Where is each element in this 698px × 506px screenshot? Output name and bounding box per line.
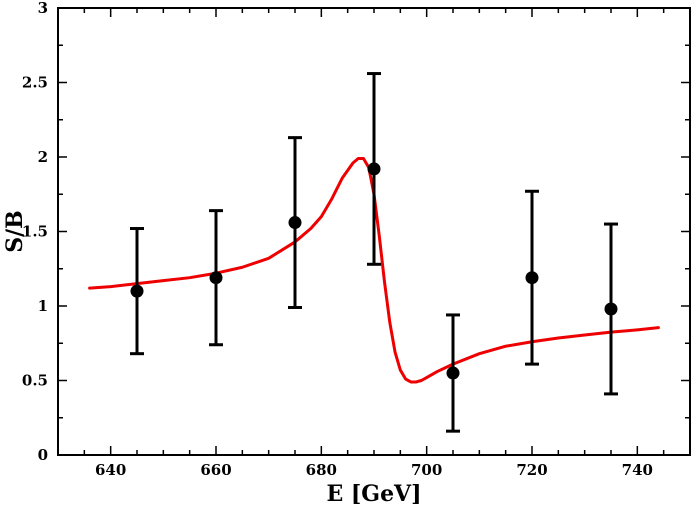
data-point-group xyxy=(288,136,302,309)
x-tick-label: 700 xyxy=(411,461,442,479)
data-point xyxy=(604,302,618,316)
y-tick-label: 2.5 xyxy=(22,74,48,92)
data-point-group xyxy=(367,72,381,266)
data-point-group xyxy=(525,189,539,366)
data-point xyxy=(130,284,144,298)
data-point-group xyxy=(446,313,460,433)
y-tick-label: 1 xyxy=(38,297,48,315)
data-point-group xyxy=(130,227,144,356)
x-tick-label: 680 xyxy=(306,461,337,479)
data-point xyxy=(446,366,460,380)
y-tick-label: 0 xyxy=(38,446,48,464)
y-tick-label: 1.5 xyxy=(22,223,48,241)
data-point xyxy=(209,271,223,285)
ticks-layer: 640 660 680 700 720 740 0 0.5 1 1.5 2 2.5 3 xyxy=(22,0,691,479)
x-tick-label: 720 xyxy=(516,461,547,479)
y-tick-label: 3 xyxy=(38,0,48,17)
y-axis-title: S/B xyxy=(2,210,28,253)
x-tick-label: 660 xyxy=(200,461,231,479)
fit-curve xyxy=(88,156,660,384)
plot-layer xyxy=(88,72,660,433)
x-tick-label: 740 xyxy=(622,461,653,479)
data-point xyxy=(367,162,381,176)
x-tick-label: 640 xyxy=(95,461,126,479)
y-tick-label: 0.5 xyxy=(22,372,48,390)
data-point xyxy=(288,216,302,230)
y-tick-label: 2 xyxy=(38,148,48,166)
data-point-group xyxy=(604,222,618,396)
x-axis-title: E [GeV] xyxy=(326,481,421,506)
data-point xyxy=(525,271,539,285)
data-point-group xyxy=(209,209,223,347)
